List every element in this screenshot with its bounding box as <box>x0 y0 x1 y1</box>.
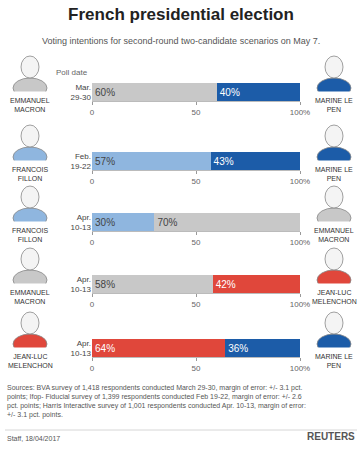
svg-text:50: 50 <box>192 300 201 309</box>
svg-text:MARINE LEPEN: MARINE LEPEN <box>315 97 353 113</box>
svg-text:100%: 100% <box>290 364 310 373</box>
svg-text:50: 50 <box>192 108 201 117</box>
svg-text:Mar.29-30: Mar.29-30 <box>71 83 92 102</box>
svg-text:FRANCOISFILLON: FRANCOISFILLON <box>12 166 49 182</box>
svg-text:JEAN-LUCMELENCHON: JEAN-LUCMELENCHON <box>312 289 357 305</box>
svg-text:100%: 100% <box>290 300 310 309</box>
svg-text:57%: 57% <box>95 156 115 167</box>
svg-text:EMMANUELMACRON: EMMANUELMACRON <box>314 227 354 243</box>
svg-text:64%: 64% <box>95 343 115 354</box>
svg-text:Feb.19-22: Feb.19-22 <box>71 152 92 171</box>
svg-text:100%: 100% <box>290 238 310 247</box>
svg-text:100%: 100% <box>290 108 310 117</box>
svg-text:Apr.10-13: Apr.10-13 <box>71 213 92 232</box>
svg-text:30%: 30% <box>95 217 115 228</box>
svg-text:36%: 36% <box>228 343 248 354</box>
svg-text:REUTERS: REUTERS <box>307 431 355 442</box>
svg-text:70%: 70% <box>157 217 177 228</box>
svg-text:EMMANUELMACRON: EMMANUELMACRON <box>10 289 50 305</box>
svg-text:JEAN-LUCMELENCHON: JEAN-LUCMELENCHON <box>8 353 53 369</box>
svg-text:0: 0 <box>90 177 95 186</box>
svg-text:40%: 40% <box>220 87 240 98</box>
svg-text:43%: 43% <box>214 156 234 167</box>
svg-text:Staff, 18/04/2017: Staff, 18/04/2017 <box>7 435 60 442</box>
svg-text:Voting intentions for second-r: Voting intentions for second-round two-c… <box>42 36 320 46</box>
svg-text:Poll date: Poll date <box>56 68 88 77</box>
svg-text:Apr.10-13: Apr.10-13 <box>71 339 92 358</box>
svg-text:MARINE LEPEN: MARINE LEPEN <box>315 166 353 182</box>
svg-text:Apr.10-13: Apr.10-13 <box>71 275 92 294</box>
svg-text:60%: 60% <box>95 87 115 98</box>
svg-text:Sources: BVA survey of 1,418 r: Sources: BVA survey of 1,418 respondents… <box>7 384 306 419</box>
svg-text:EMMANUELMACRON: EMMANUELMACRON <box>10 97 50 113</box>
svg-text:58%: 58% <box>95 279 115 290</box>
svg-text:0: 0 <box>90 108 95 117</box>
svg-text:0: 0 <box>90 364 95 373</box>
svg-text:42%: 42% <box>216 279 236 290</box>
svg-text:50: 50 <box>192 238 201 247</box>
svg-text:50: 50 <box>192 177 201 186</box>
svg-text:50: 50 <box>192 364 201 373</box>
svg-text:French presidential election: French presidential election <box>68 5 294 24</box>
svg-text:100%: 100% <box>290 177 310 186</box>
svg-text:0: 0 <box>90 300 95 309</box>
svg-text:MARINE LEPEN: MARINE LEPEN <box>315 353 353 369</box>
svg-text:0: 0 <box>90 238 95 247</box>
svg-text:FRANCOISFILLON: FRANCOISFILLON <box>12 227 49 243</box>
